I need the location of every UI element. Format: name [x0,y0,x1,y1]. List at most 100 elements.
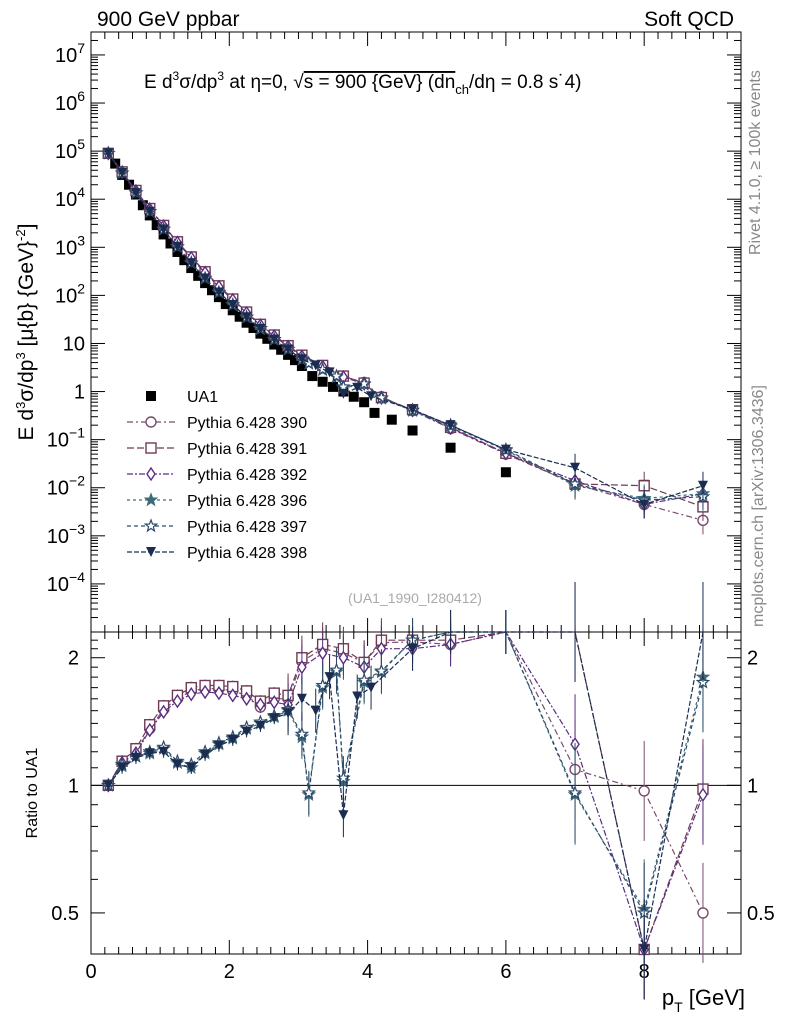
point-s398 [445,420,456,431]
ratio-point-s392 [698,787,708,803]
title-part: ch [455,82,469,97]
ratio-point-s392 [200,684,210,700]
legend-label-s392: Pythia 6.428 392 [187,467,307,484]
tick-exp: −3 [69,521,85,537]
x-tick-label: 4 [362,961,373,983]
main-series-layer [100,145,711,535]
legend-label-s391: Pythia 6.428 391 [187,441,307,458]
ratio-point-s392 [227,688,238,703]
legend-label-data: UA1 [187,389,218,406]
y-tick-label-ratio-right: 0.5 [747,903,775,925]
ratio-point-s398 [144,748,155,759]
tick-base: 10 [55,45,77,67]
ratio-line-s397 [107,631,704,915]
point-s398 [639,499,650,510]
ratio-point-s392 [186,686,197,702]
main-panel-frame [90,31,742,633]
legend-marker-s392 [146,466,156,482]
point-s397 [329,368,344,383]
point-s398 [255,323,266,334]
ratio-point-s392 [255,697,266,712]
legend-marker-s397 [143,518,159,533]
ratio-line-s396 [107,631,704,911]
ratio-point-s398 [103,780,114,791]
y-tick-label-main: 10−3 [47,521,85,548]
x-axis-label: pT [GeV] [662,985,745,1015]
ratio-point-s398 [158,746,169,757]
point-data [124,179,135,190]
ratio-line-s398 [107,631,704,950]
tick-exp: 4 [77,184,85,200]
point-data [328,381,339,392]
ratio-point-s398 [255,721,266,732]
point-s397 [567,476,583,491]
point-s398 [269,334,280,345]
y-axis-label-main: E d3σ/dp3 [μ{b} {GeV}-2] [13,224,38,441]
point-s398 [697,480,708,491]
ratio-point-s392 [214,685,224,701]
point-s398 [283,344,294,355]
y-tick-label-main: 106 [55,88,85,115]
point-s398 [310,360,321,371]
point-data [227,305,238,316]
tick-base: 10 [55,141,77,163]
ratio-point-s392 [241,691,252,707]
ratio-point-s398 [200,749,211,760]
point-s398 [213,287,224,298]
point-data [165,238,176,249]
ratio-point-s397 [356,672,372,687]
y-tick-label-main: 10−2 [47,473,85,500]
tick-base: 10 [55,285,77,307]
ratio-point-s392 [317,645,328,661]
ratio-point-s398 [310,705,321,716]
tick-exp: 2 [77,280,85,296]
y-tick-label-main: 10−1 [47,425,85,452]
ylabel-part: 3 [13,352,28,359]
header-left: 900 GeV ppbar [97,8,240,31]
y-tick-label-main: 105 [55,136,85,163]
ratio-line-s390 [107,631,704,914]
y-tick-label-main: 1 [74,382,85,404]
legend-label-s390: Pythia 6.428 390 [187,415,307,432]
y-tick-label-main: 10 [63,333,85,355]
ratio-point-s398 [117,762,128,773]
title-part: E d [144,72,173,93]
series-line-s398 [107,152,704,506]
title-part: 3 [217,69,224,83]
point-s397 [374,390,389,405]
x-tick-label: 0 [85,961,96,983]
ratio-series-layer [100,582,711,1000]
tick-exp: 3 [77,232,85,248]
y-tick-label-main: 103 [55,232,85,259]
point-s398 [338,388,349,399]
ratio-point-s397 [301,785,317,800]
point-data [151,220,162,231]
header-right: Soft QCD [644,8,734,31]
ratio-point-s398 [407,643,418,654]
ratio-point-s398 [338,810,349,821]
xlabel-part: T [674,999,683,1015]
tick-base: 10 [47,430,69,452]
ylabel-part: σ/dp [15,360,38,402]
point-data [369,407,380,418]
legend-marker-s390 [145,416,157,428]
ratio-point-s390 [638,785,650,797]
y-tick-label-ratio-left: 0.5 [51,903,79,925]
tick-exp: −1 [69,425,85,441]
tick-base: 1 [74,382,85,404]
ratio-point-s398 [213,740,224,751]
point-s398 [117,168,128,179]
tick-exp: 5 [77,136,85,152]
point-s398 [227,300,238,311]
y-tick-label-main: 102 [55,280,85,307]
y-axis-label-ratio: Ratio to UA1 [24,748,41,839]
ratio-point-s398 [366,682,377,693]
point-data [137,200,148,211]
point-s397 [356,376,372,391]
ratio-point-s398 [296,693,307,704]
series-line-s390 [107,152,704,521]
ratio-line-s392 [107,631,704,952]
ratio-point-s390 [697,907,709,919]
